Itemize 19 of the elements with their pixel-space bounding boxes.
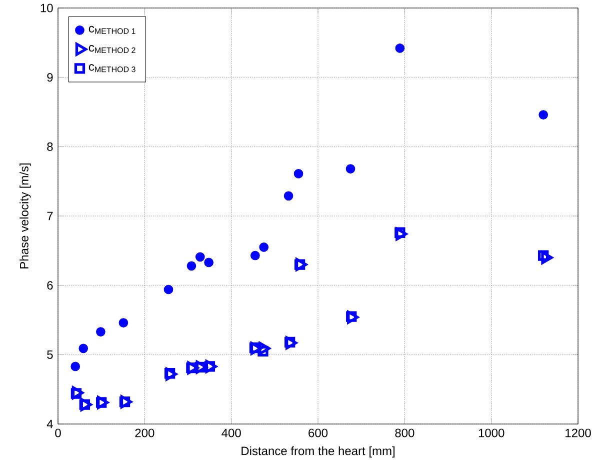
y-tick-label: 5 bbox=[47, 350, 53, 359]
x-axis-title: Distance from the heart [mm] bbox=[242, 446, 395, 458]
y-tick-label: 6 bbox=[47, 281, 53, 290]
x-tick-label: 600 bbox=[308, 428, 328, 438]
y-tick-label: 10 bbox=[40, 4, 53, 12]
x-tick-label: 200 bbox=[135, 428, 154, 438]
x-tick-label: 0 bbox=[55, 428, 61, 438]
y-tick-label: 9 bbox=[47, 73, 53, 82]
y-axis-title: Phase velocity [m/s] bbox=[20, 164, 31, 268]
x-tick-label: 800 bbox=[395, 428, 414, 438]
x-tick-label: 1000 bbox=[478, 428, 504, 438]
legend-label: c$_{METHOD 2}$ bbox=[88, 45, 136, 54]
x-tick-label: 400 bbox=[222, 428, 241, 438]
legend-label: c$_{METHOD 1}$ bbox=[88, 26, 136, 34]
y-tick-label: 7 bbox=[47, 212, 53, 220]
y-tick-label: 4 bbox=[46, 420, 53, 428]
y-tick-label: 8 bbox=[47, 142, 53, 151]
legend-label: c$_{METHOD 3}$ bbox=[88, 64, 136, 72]
x-tick-label: 1200 bbox=[566, 428, 591, 438]
